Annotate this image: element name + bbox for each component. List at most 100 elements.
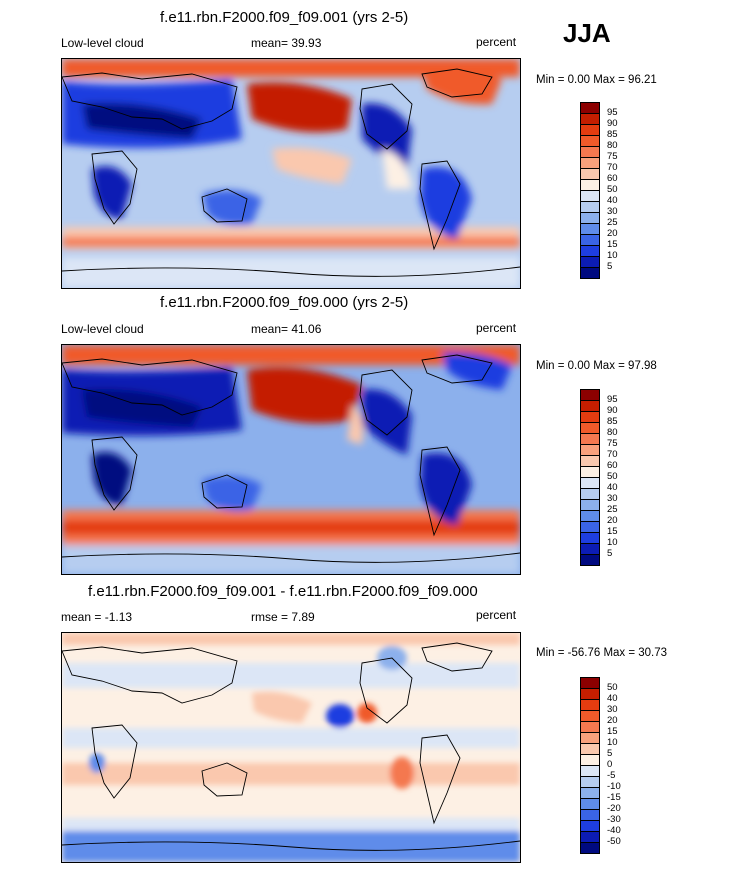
colorbar-tick-label: -50 <box>607 836 621 847</box>
panel-3-rmse: rmse = 7.89 <box>251 610 315 624</box>
colorbar-box <box>580 256 600 268</box>
colorbar-tick-label: 40 <box>607 195 618 206</box>
colorbar-box <box>580 842 600 854</box>
colorbar-box <box>580 466 600 478</box>
colorbar-box <box>580 743 600 755</box>
colorbar-tick-label: 30 <box>607 493 618 504</box>
colorbar-tick-label: 0 <box>607 759 613 770</box>
colorbar-box <box>580 787 600 799</box>
panel-2-minmax: Min = 0.00 Max = 97.98 <box>536 360 657 372</box>
colorbar-box <box>580 488 600 500</box>
colorbar-tick-label: 60 <box>607 173 618 184</box>
colorbar-tick-label: 5 <box>607 748 613 759</box>
colorbar-tick-label: 50 <box>607 184 618 195</box>
colorbar-tick-label: -30 <box>607 814 621 825</box>
colorbar-box <box>580 168 600 180</box>
colorbar-tick-label: 85 <box>607 129 618 140</box>
panel-1-units: percent <box>476 35 517 49</box>
colorbar-box <box>580 521 600 533</box>
colorbar-tick-label: 90 <box>607 118 618 129</box>
colorbar-box <box>580 433 600 445</box>
colorbar-tick-label: 75 <box>607 438 618 449</box>
colorbar-box <box>580 267 600 279</box>
colorbar-box <box>580 113 600 125</box>
colorbar-tick-label: 50 <box>607 682 618 693</box>
colorbar-tick-label: 75 <box>607 151 618 162</box>
colorbar-tick-label: 80 <box>607 140 618 151</box>
colorbar-box <box>580 499 600 511</box>
colorbar-tick-label: 30 <box>607 206 618 217</box>
colorbar-tick-label: 95 <box>607 107 618 118</box>
colorbar-box <box>580 688 600 700</box>
colorbar-tick-label: 20 <box>607 228 618 239</box>
colorbar-box <box>580 400 600 412</box>
colorbar-box <box>580 135 600 147</box>
colorbar-tick-label: -10 <box>607 781 621 792</box>
panel-2-mean: mean= 41.06 <box>251 322 322 336</box>
colorbar-tick-label: 90 <box>607 405 618 416</box>
colorbar-box <box>580 532 600 544</box>
colorbar-box <box>580 776 600 788</box>
colorbar-tick-label: 20 <box>607 515 618 526</box>
colorbar-box <box>580 157 600 169</box>
colorbar-tick-label: 20 <box>607 715 618 726</box>
colorbar-box <box>580 754 600 766</box>
colorbar-tick-label: 95 <box>607 394 618 405</box>
colorbar-box <box>580 820 600 832</box>
colorbar-box <box>580 411 600 423</box>
colorbar-tick-label: -5 <box>607 770 616 781</box>
colorbar-box <box>580 179 600 191</box>
colorbar-tick-label: 30 <box>607 704 618 715</box>
colorbar-box <box>580 223 600 235</box>
panel-2-title: f.e11.rbn.F2000.f09_f09.000 (yrs 2-5) <box>160 294 409 311</box>
colorbar-tick-label: -20 <box>607 803 621 814</box>
panel-1-minmax: Min = 0.00 Max = 96.21 <box>536 74 657 86</box>
panel-1-coastlines <box>62 68 520 277</box>
panel-3-mean: mean = -1.13 <box>61 610 133 624</box>
colorbar-tick-label: 85 <box>607 416 618 427</box>
colorbar-tick-label: 50 <box>607 471 618 482</box>
colorbar-box <box>580 699 600 711</box>
colorbar-tick-label: 25 <box>607 217 618 228</box>
colorbar-box <box>580 677 600 689</box>
colorbar-box <box>580 721 600 733</box>
colorbar-box <box>580 201 600 213</box>
panel-1-mean: mean= 39.93 <box>251 36 322 50</box>
colorbar-tick-label: 80 <box>607 427 618 438</box>
panel-2-map-field <box>62 345 520 574</box>
panel-2-units: percent <box>476 321 517 335</box>
colorbar-box <box>580 554 600 566</box>
colorbar-box <box>580 102 600 114</box>
colorbar-box <box>580 543 600 555</box>
colorbar-box <box>580 831 600 843</box>
colorbar-box <box>580 422 600 434</box>
panel-1-title: f.e11.rbn.F2000.f09_f09.001 (yrs 2-5) <box>160 9 409 26</box>
colorbar-box <box>580 245 600 257</box>
panel-3-map-field <box>62 633 520 862</box>
season-label: JJA <box>563 18 611 48</box>
panel-3-title: f.e11.rbn.F2000.f09_f09.001 - f.e11.rbn.… <box>88 583 478 600</box>
colorbar-tick-label: 10 <box>607 537 618 548</box>
colorbar-box <box>580 234 600 246</box>
colorbar-box <box>580 455 600 467</box>
colorbar-tick-label: -40 <box>607 825 621 836</box>
colorbar-tick-label: 15 <box>607 239 618 250</box>
colorbar-box <box>580 444 600 456</box>
colorbar-tick-label: -15 <box>607 792 621 803</box>
colorbar-tick-label: 5 <box>607 261 613 272</box>
panel-1-map <box>61 58 521 289</box>
colorbar-tick-label: 15 <box>607 526 618 537</box>
colorbar-box <box>580 765 600 777</box>
colorbar-tick-label: 5 <box>607 548 613 559</box>
panel-3-units: percent <box>476 608 517 622</box>
colorbar-tick-label: 15 <box>607 726 618 737</box>
panel-3-map <box>61 632 521 863</box>
colorbar-tick-label: 10 <box>607 250 618 261</box>
colorbar-box <box>580 477 600 489</box>
colorbar-tick-label: 40 <box>607 482 618 493</box>
colorbar-tick-label: 60 <box>607 460 618 471</box>
panel-2-map <box>61 344 521 575</box>
panel-2-variable: Low-level cloud <box>61 322 144 336</box>
panel-1-variable: Low-level cloud <box>61 36 144 50</box>
colorbar-box <box>580 732 600 744</box>
